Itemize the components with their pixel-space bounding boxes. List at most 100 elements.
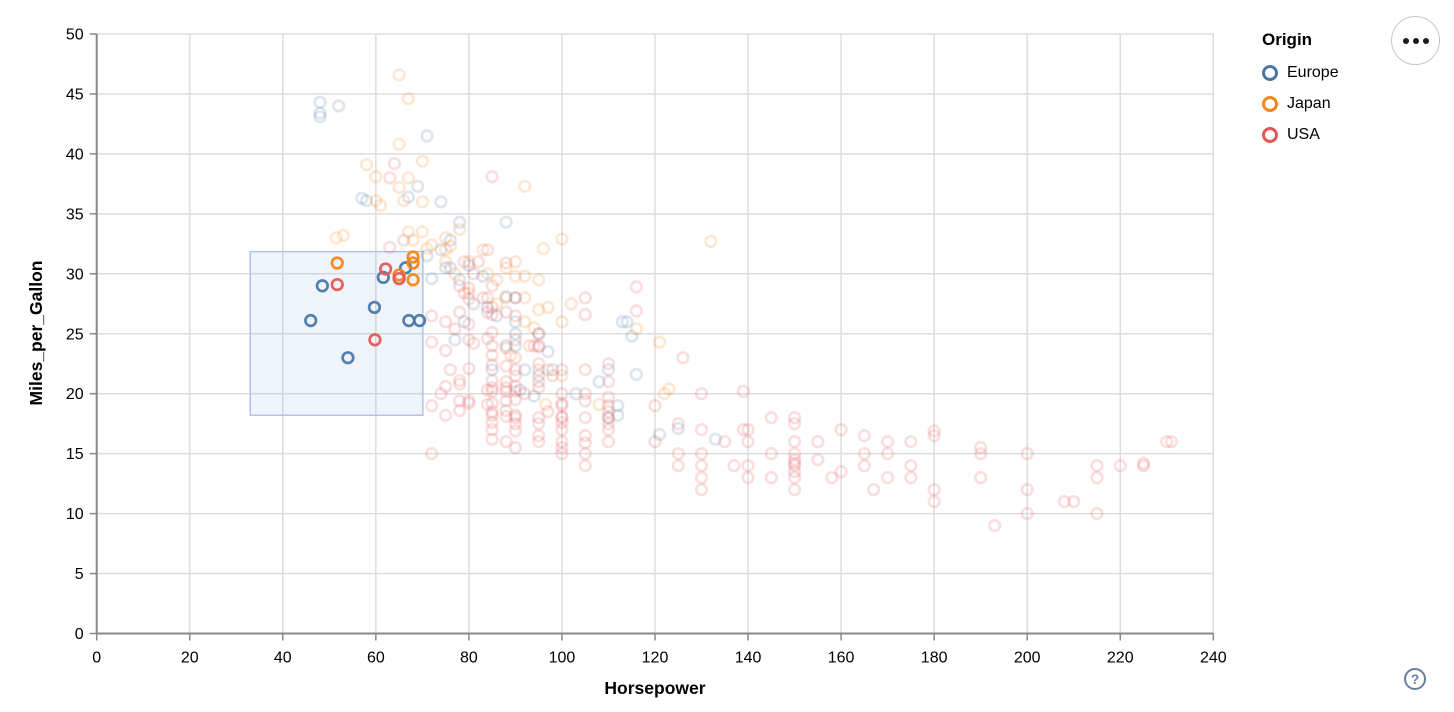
data-point: [1136, 458, 1151, 473]
gridlines: [95, 33, 1215, 635]
data-point-selected: [330, 277, 344, 292]
data-point: [508, 255, 523, 269]
data-point: [499, 403, 513, 418]
help-button[interactable]: ?: [1404, 668, 1426, 690]
data-point: [857, 429, 872, 443]
data-point: [927, 482, 941, 497]
series-europe-selected: [304, 261, 427, 365]
data-point: [329, 231, 343, 245]
y-tick-label: 45: [66, 86, 84, 103]
legend-entry-japan[interactable]: Japan: [1262, 95, 1339, 113]
data-point: [601, 405, 616, 419]
data-point: [741, 470, 755, 485]
data-point: [508, 441, 523, 455]
data-point: [694, 387, 709, 401]
data-point: [490, 273, 504, 287]
data-point: [452, 222, 467, 237]
data-point: [355, 191, 369, 205]
legend-entry-europe[interactable]: Europe: [1262, 64, 1339, 82]
y-tick-label: 15: [66, 446, 84, 463]
data-point: [387, 156, 402, 171]
data-point: [508, 269, 523, 283]
data-point: [485, 339, 499, 353]
data-point: [532, 327, 546, 341]
brush-selection[interactable]: [249, 250, 424, 417]
data-point: [462, 396, 476, 410]
data-point: [555, 369, 569, 383]
data-point: [457, 286, 471, 300]
data-point: [476, 243, 490, 257]
data-point: [653, 335, 667, 349]
data-point: [499, 215, 513, 229]
data-point: [443, 261, 457, 275]
data-point: [499, 261, 513, 275]
data-point: [532, 273, 546, 287]
data-point: [369, 194, 383, 208]
axes: 0 20 40 60 80 100 120 140 160 180 200 220 240 0 5 10 15 2…: [66, 27, 1227, 667]
data-point: [694, 423, 709, 437]
data-point: [718, 435, 732, 449]
data-point: [499, 341, 513, 355]
x-axis-title: Horsepower: [604, 678, 705, 698]
data-point: [625, 329, 639, 343]
data-point-selected: [406, 273, 420, 287]
data-point: [499, 291, 513, 305]
data-point: [555, 415, 569, 430]
data-point: [532, 340, 546, 354]
data-point: [545, 363, 560, 377]
data-point: [401, 92, 416, 106]
legend-entry-usa[interactable]: USA: [1262, 126, 1339, 144]
data-point: [741, 458, 755, 473]
data-point: [867, 482, 881, 497]
data-point: [508, 351, 523, 365]
data-point: [987, 518, 1002, 533]
data-point: [601, 390, 616, 404]
data-point: [532, 303, 546, 317]
data-point: [764, 447, 778, 461]
data-point: [485, 405, 499, 419]
data-point: [462, 286, 476, 300]
data-point: [555, 435, 569, 449]
data-point-selected: [368, 333, 382, 347]
data-point: [704, 234, 718, 249]
data-point: [555, 411, 569, 425]
data-point: [601, 363, 616, 377]
data-point: [508, 424, 523, 438]
data-point: [359, 194, 374, 208]
data-point: [425, 309, 439, 323]
data-point: [443, 363, 457, 377]
data-point: [578, 458, 592, 473]
data-point: [490, 309, 504, 323]
data-point: [383, 240, 397, 255]
data-point: [532, 363, 546, 377]
data-point: [578, 436, 592, 450]
data-point: [392, 137, 406, 151]
data-point-selected: [378, 262, 393, 276]
x-tick-label: 0: [92, 650, 101, 667]
data-point: [676, 351, 690, 365]
data-point: [480, 305, 495, 319]
data-point: [313, 95, 327, 109]
data-point: [420, 129, 434, 143]
data-point: [527, 321, 541, 335]
data-point: [397, 233, 411, 247]
data-point: [578, 291, 592, 305]
data-point: [485, 408, 499, 422]
data-point: [411, 179, 425, 193]
data-point: [601, 357, 616, 371]
data-point: [485, 300, 499, 315]
data-point: [569, 387, 583, 401]
data-point: [694, 470, 709, 485]
data-point: [485, 307, 499, 322]
data-point: [629, 322, 644, 336]
more-options-button[interactable]: [1391, 16, 1440, 65]
data-point: [1067, 494, 1081, 509]
data-point: [787, 470, 802, 485]
data-point: [508, 411, 523, 425]
data-point: [694, 482, 709, 497]
data-point: [1113, 458, 1127, 473]
data-point: [438, 343, 453, 358]
data-point: [462, 255, 476, 269]
data-point: [508, 408, 523, 422]
data-point: [480, 243, 495, 257]
